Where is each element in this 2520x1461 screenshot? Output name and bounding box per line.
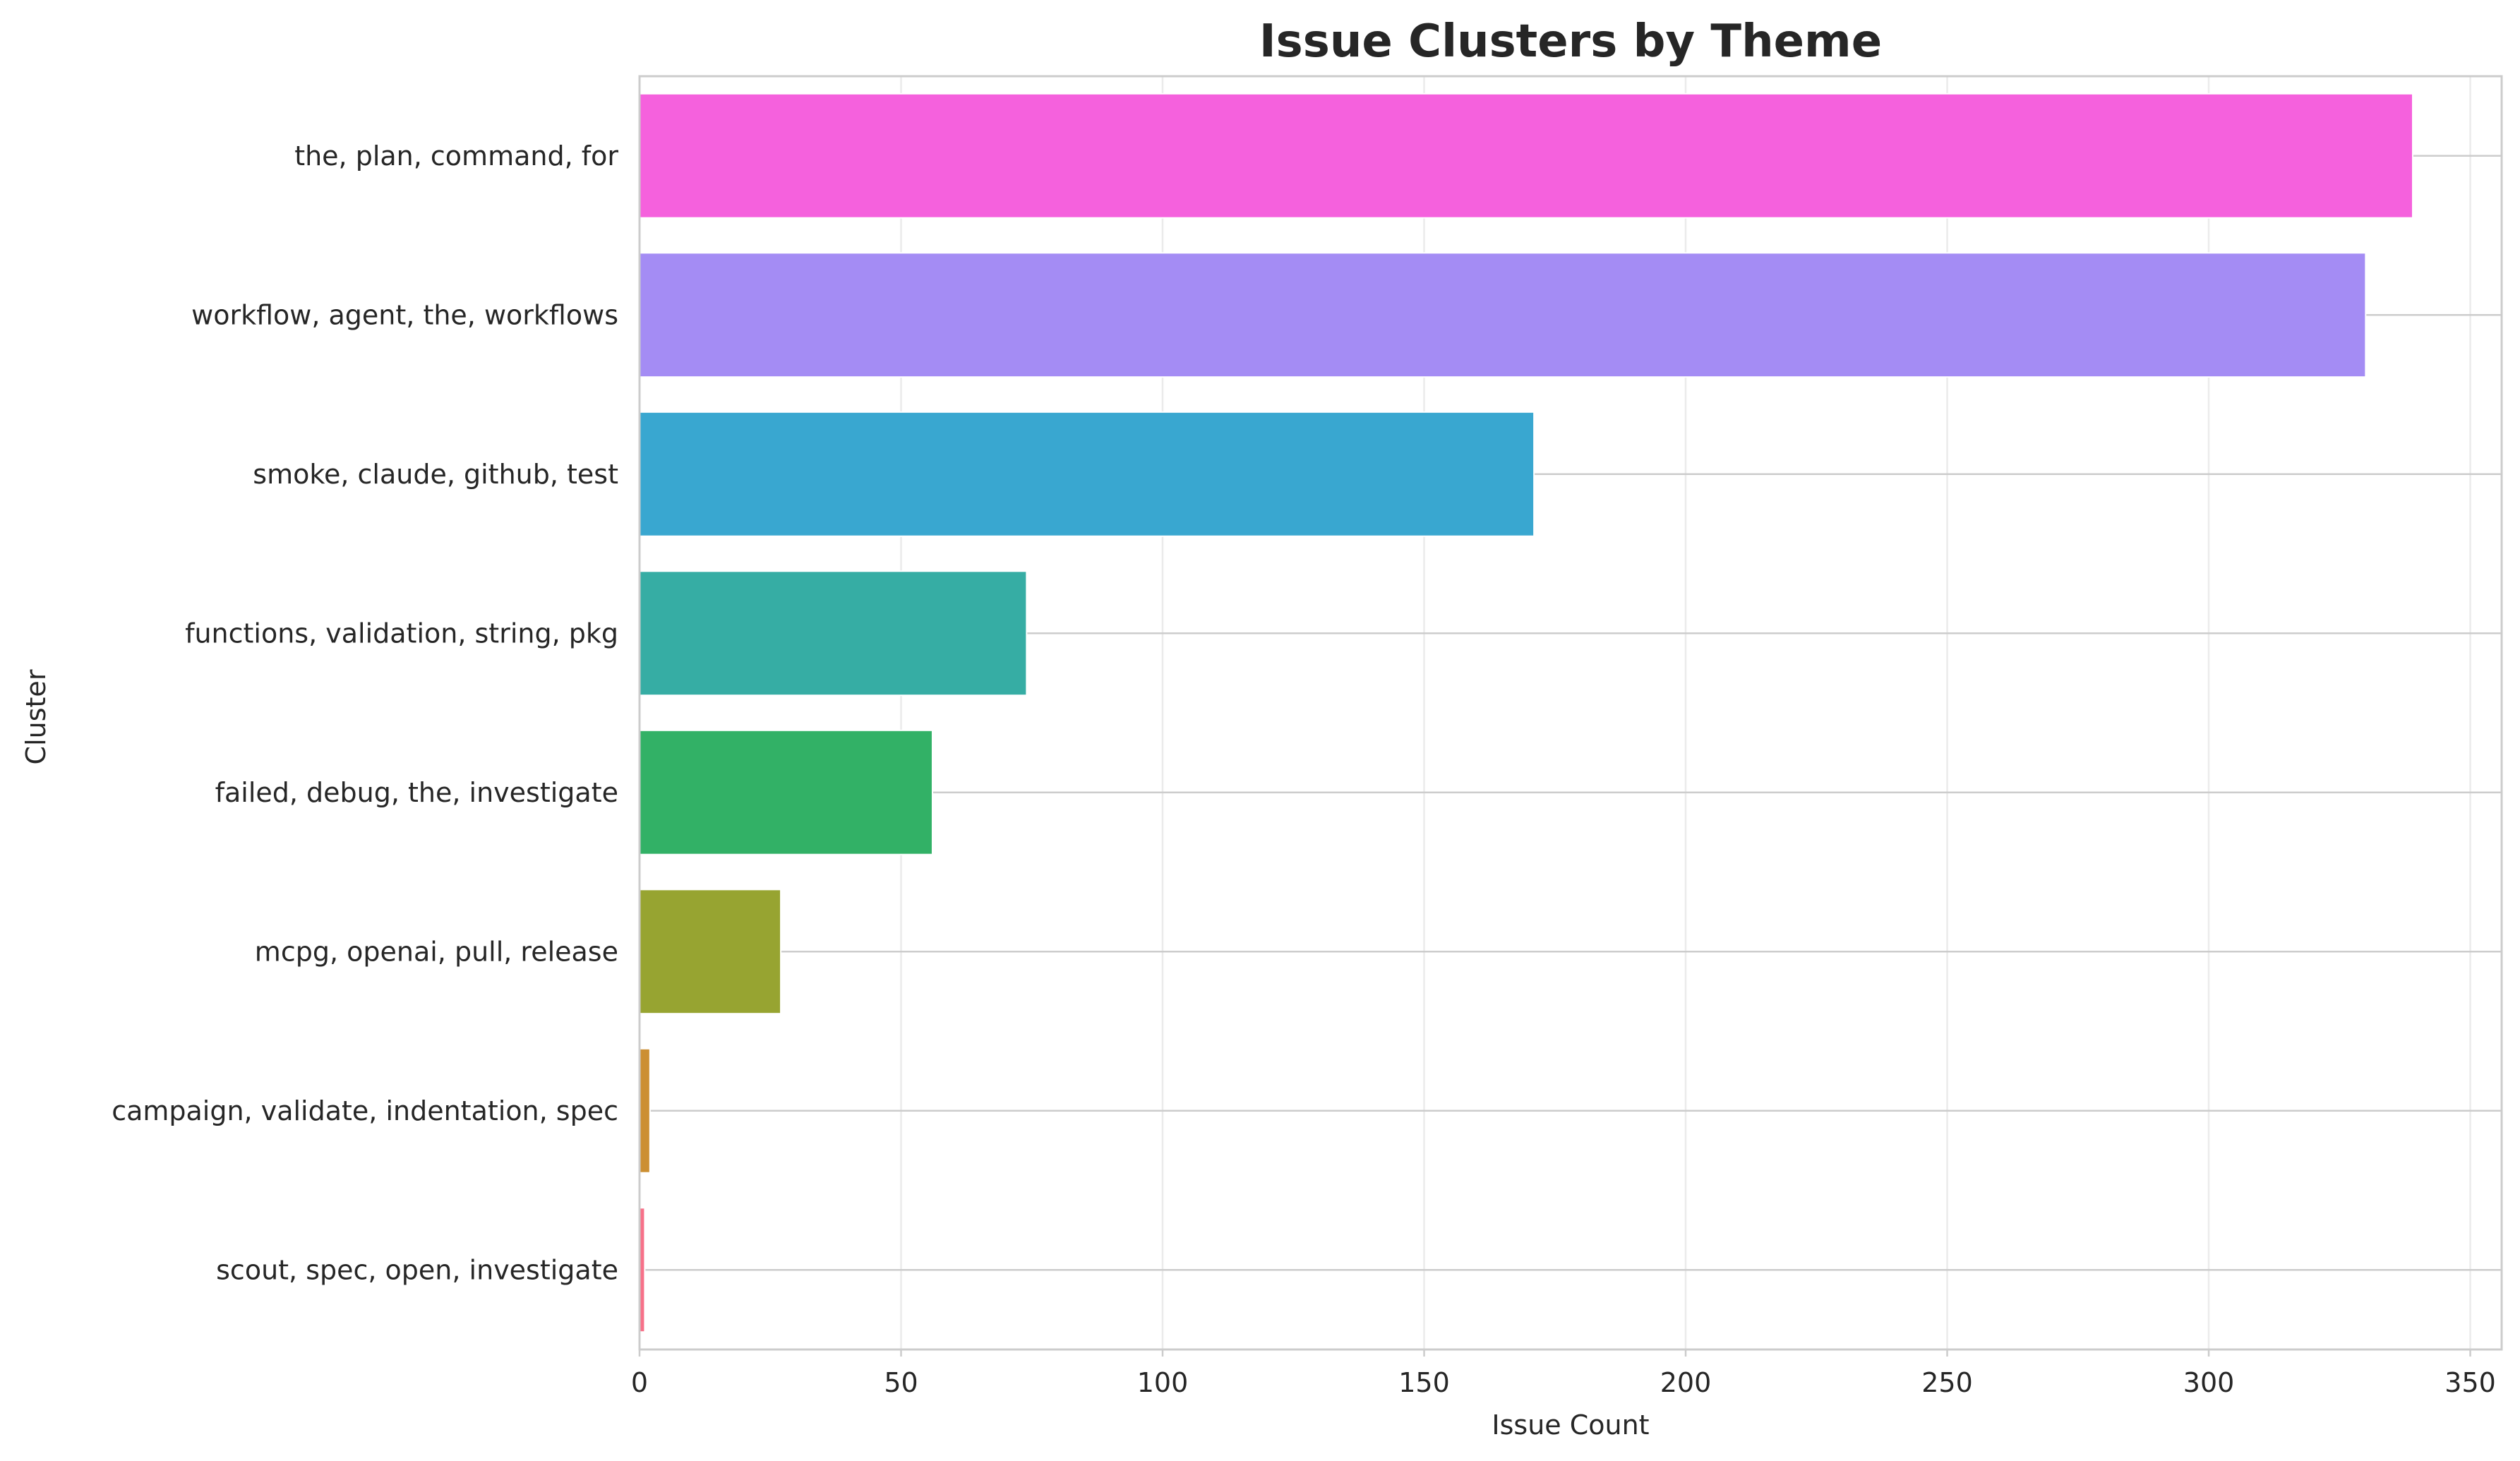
- category-label: failed, debug, the, investigate: [215, 777, 618, 808]
- category-labels: the, plan, command, for workflow, agent, …: [112, 140, 618, 1286]
- x-tick-label: 100: [1137, 1367, 1189, 1398]
- x-tick-label: 200: [1660, 1367, 1712, 1398]
- y-axis-label: Cluster: [20, 669, 52, 764]
- bar: [639, 729, 933, 855]
- bar: [639, 570, 1028, 697]
- bar: [639, 889, 782, 1015]
- category-label: the, plan, command, for: [294, 140, 618, 172]
- x-tick-label: 350: [2444, 1367, 2496, 1398]
- bar: [639, 92, 2414, 219]
- chart-title: Issue Clusters by Theme: [1259, 16, 1882, 68]
- category-label: mcpg, openai, pull, release: [255, 936, 618, 967]
- bar: [639, 411, 1535, 537]
- bar: [639, 252, 2367, 378]
- category-label: smoke, claude, github, test: [253, 459, 618, 490]
- category-label: functions, validation, string, pkg: [185, 618, 618, 649]
- x-tick-label: 250: [1921, 1367, 1973, 1398]
- x-tick-label: 0: [631, 1367, 648, 1398]
- x-axis-label: Issue Count: [1492, 1409, 1649, 1441]
- bars: [639, 92, 2414, 1333]
- plot-frame: [638, 75, 2503, 1351]
- bar: [639, 1047, 651, 1174]
- category-label: workflow, agent, the, workflows: [191, 299, 618, 330]
- x-tick-label: 150: [1398, 1367, 1450, 1398]
- x-tick-label: 50: [884, 1367, 918, 1398]
- category-label: scout, spec, open, investigate: [216, 1254, 618, 1285]
- x-tick-label: 300: [2183, 1367, 2235, 1398]
- x-tick-labels: 0 50 100 150 200 250 300 350: [631, 1349, 2496, 1398]
- category-label: campaign, validate, indentation, spec: [112, 1095, 618, 1126]
